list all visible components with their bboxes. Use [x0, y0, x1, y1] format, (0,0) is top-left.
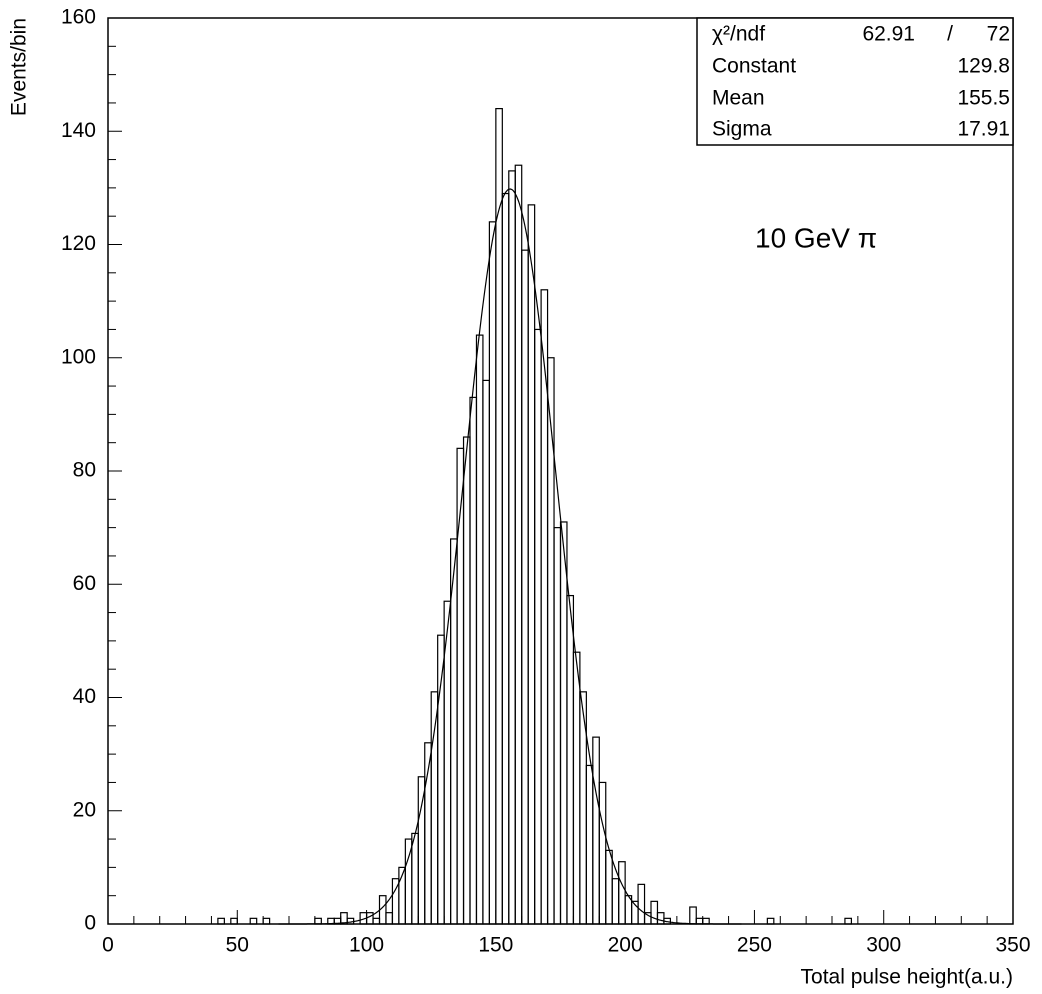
stats-box [696, 17, 1014, 146]
x-tick-label: 300 [866, 934, 901, 957]
histogram-bar [702, 917, 710, 925]
histogram-bar [572, 651, 581, 925]
histogram-bar [527, 204, 536, 925]
stats-value: 62.91 [862, 23, 915, 46]
histogram-bar [417, 776, 426, 925]
y-tick-label: 160 [61, 6, 96, 29]
y-tick-label: 60 [73, 572, 96, 595]
histogram-bar [249, 917, 258, 925]
stats-separator: / [947, 23, 953, 46]
histogram-bar [230, 917, 238, 925]
x-tick-label: 250 [737, 934, 772, 957]
stats-label: Constant [712, 55, 796, 78]
histogram-bar [217, 917, 225, 925]
histogram-bar [469, 396, 478, 925]
histogram-bar [553, 527, 562, 925]
histogram-bar [488, 221, 497, 925]
histogram-bar [592, 736, 600, 925]
histogram-bar [650, 900, 659, 925]
histogram-bar [611, 878, 620, 925]
histogram-bar [534, 328, 542, 925]
x-tick-label: 150 [478, 934, 513, 957]
stats-value: 72 [987, 23, 1010, 46]
y-tick-label: 20 [73, 798, 96, 821]
histogram-bar [844, 917, 852, 925]
histogram-bar [514, 164, 523, 925]
histogram-bar [695, 917, 704, 925]
histogram-bar [508, 170, 516, 925]
y-axis-title: Events/bin [8, 18, 31, 116]
histogram-bar [585, 764, 594, 925]
histogram-bar [462, 436, 471, 925]
histogram-bar [262, 917, 271, 925]
histogram-bar [566, 594, 575, 925]
x-tick-label: 350 [995, 934, 1030, 957]
y-tick-label: 140 [61, 119, 96, 142]
annotation: 10 GeV π [755, 222, 877, 253]
stats-value: 129.8 [957, 55, 1010, 78]
histogram-bar [495, 107, 503, 925]
histogram-bar [501, 192, 510, 925]
stats-label: χ²/ndf [712, 23, 765, 46]
histogram-bar [372, 917, 381, 925]
stats-label: Sigma [712, 118, 772, 141]
histogram-bar [618, 861, 626, 925]
fit-curve [278, 188, 742, 925]
histogram-bar [314, 917, 322, 925]
x-tick-label: 200 [608, 934, 643, 957]
y-tick-label: 0 [84, 912, 96, 935]
histogram-bar [365, 912, 374, 925]
histogram-bar [766, 917, 775, 925]
y-tick-label: 120 [61, 232, 96, 255]
histogram-bar [605, 849, 613, 925]
x-tick-label: 0 [102, 934, 114, 957]
histogram-bar [656, 912, 665, 925]
histogram-bar [689, 906, 697, 925]
histogram-bar [559, 521, 568, 925]
histogram-bar [456, 447, 465, 925]
stats-label: Mean [712, 87, 765, 110]
y-tick-label: 40 [73, 685, 96, 708]
x-tick-label: 50 [226, 934, 249, 957]
histogram-bar [475, 334, 484, 925]
histogram-bar [521, 249, 529, 925]
x-tick-label: 100 [349, 934, 384, 957]
y-tick-label: 100 [61, 345, 96, 368]
stats-value: 155.5 [957, 87, 1010, 110]
histogram-bar [598, 781, 607, 925]
stats-value: 17.91 [957, 118, 1010, 141]
x-axis-title: Total pulse height(a.u.) [801, 966, 1013, 989]
histogram-bar [637, 883, 646, 925]
histogram-bar [385, 912, 394, 925]
y-tick-label: 80 [73, 459, 96, 482]
histogram-bar [411, 832, 419, 925]
histogram-bar [482, 379, 490, 925]
